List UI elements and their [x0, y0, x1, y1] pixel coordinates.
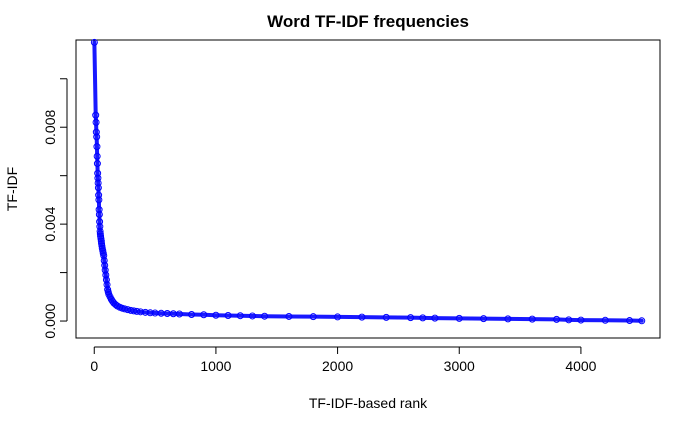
plot-frame	[75, 39, 661, 339]
y-tick-label: 0.004	[42, 206, 58, 241]
chart-title: Word TF-IDF frequencies	[267, 12, 469, 31]
x-tick-label: 0	[90, 358, 98, 374]
y-axis: 0.000 0.004 0.008	[42, 78, 68, 339]
x-axis-label: TF-IDF-based rank	[309, 395, 428, 411]
x-tick-label: 1000	[200, 358, 231, 374]
y-axis-label: TF-IDF	[4, 167, 20, 211]
y-tick-label: 0.008	[42, 109, 58, 144]
x-tick-label: 3000	[444, 358, 475, 374]
x-tick-label: 2000	[322, 358, 353, 374]
series-line	[92, 40, 644, 323]
x-axis: 0 1000 2000 3000 4000	[90, 346, 597, 374]
y-tick-label: 0.000	[42, 303, 58, 338]
data-points	[90, 38, 646, 325]
x-tick-label: 4000	[565, 358, 596, 374]
